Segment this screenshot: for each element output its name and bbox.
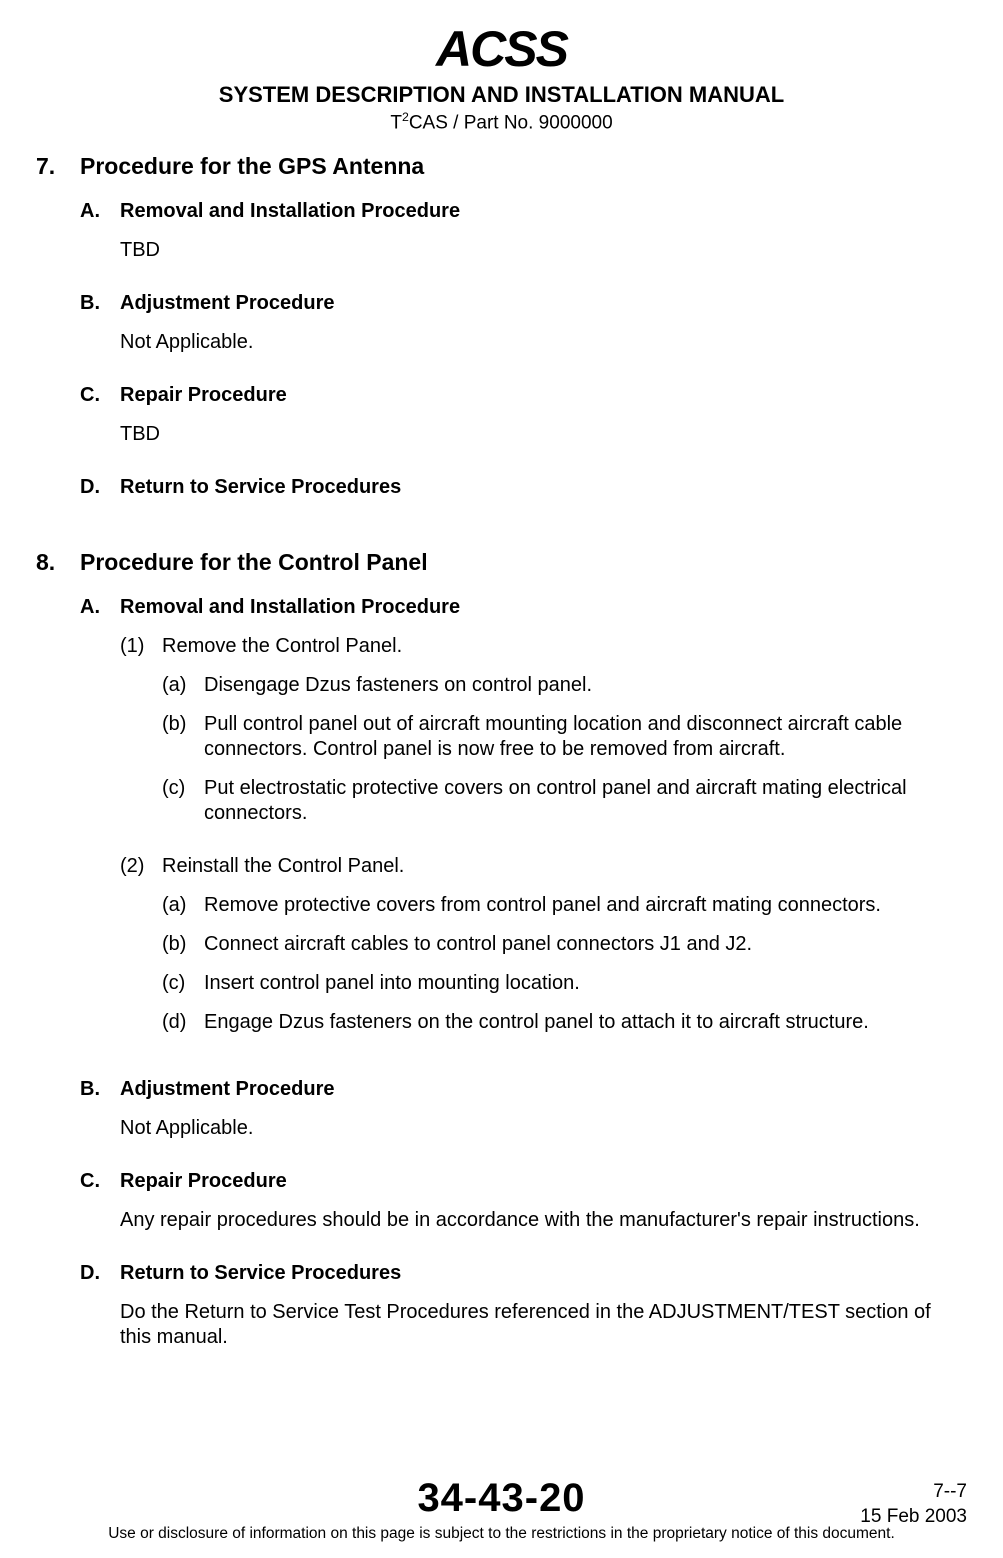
sub-text: Do the Return to Service Test Procedures…: [120, 1300, 967, 1350]
item-text: Put electrostatic protective covers on c…: [204, 776, 967, 826]
content: 7. Procedure for the GPS Antenna A. Remo…: [36, 152, 967, 1462]
item-text: Connect aircraft cables to control panel…: [204, 932, 967, 957]
item-text: Insert control panel into mounting locat…: [204, 971, 967, 996]
item-text: Disengage Dzus fasteners on control pane…: [204, 673, 967, 698]
sub-8b: B. Adjustment Procedure Not Applicable.: [80, 1077, 967, 1155]
sub-letter: B.: [80, 1077, 120, 1155]
step-8a1: (1) Remove the Control Panel. (a) Diseng…: [120, 634, 967, 840]
sub-letter: D.: [80, 1261, 120, 1364]
proprietary-notice: Use or disclosure of information on this…: [36, 1525, 967, 1543]
sub-title: Adjustment Procedure: [120, 1077, 967, 1102]
sub-8a: A. Removal and Installation Procedure (1…: [80, 595, 967, 1063]
sub-8c: C. Repair Procedure Any repair procedure…: [80, 1169, 967, 1247]
step-number: (1): [120, 634, 162, 840]
sub-title: Removal and Installation Procedure: [120, 595, 967, 620]
sub-text: TBD: [120, 422, 967, 447]
sub-body: Adjustment Procedure Not Applicable.: [120, 291, 967, 369]
sub-8d: D. Return to Service Procedures Do the R…: [80, 1261, 967, 1364]
sub-text: Not Applicable.: [120, 1116, 967, 1141]
sub-7b: B. Adjustment Procedure Not Applicable.: [80, 291, 967, 369]
section-7: 7. Procedure for the GPS Antenna A. Remo…: [36, 152, 967, 528]
page-date: 15 Feb 2003: [860, 1505, 967, 1530]
doc-number: 34-43-20: [417, 1476, 585, 1521]
sub-title: Repair Procedure: [120, 1169, 967, 1194]
sub-body: Removal and Installation Procedure TBD: [120, 199, 967, 277]
step-title: Remove the Control Panel.: [162, 634, 967, 659]
step-body: Remove the Control Panel. (a) Disengage …: [162, 634, 967, 840]
sub-text: TBD: [120, 238, 967, 263]
sub-body: Return to Service Procedures: [120, 475, 967, 514]
footer-right: 7--7 15 Feb 2003: [860, 1480, 967, 1529]
section-body: Procedure for the GPS Antenna A. Removal…: [80, 152, 967, 528]
section-number: 8.: [36, 548, 80, 1378]
item-8a2a: (a) Remove protective covers from contro…: [162, 893, 967, 918]
sub-letter: D.: [80, 475, 120, 514]
item-8a1c: (c) Put electrostatic protective covers …: [162, 776, 967, 826]
step-body: Reinstall the Control Panel. (a) Remove …: [162, 854, 967, 1049]
sub-title: Repair Procedure: [120, 383, 967, 408]
section-number: 7.: [36, 152, 80, 528]
page-number: 7--7: [860, 1480, 967, 1505]
item-8a1a: (a) Disengage Dzus fasteners on control …: [162, 673, 967, 698]
item-8a2c: (c) Insert control panel into mounting l…: [162, 971, 967, 996]
item-8a1b: (b) Pull control panel out of aircraft m…: [162, 712, 967, 762]
sub-body: Adjustment Procedure Not Applicable.: [120, 1077, 967, 1155]
item-letter: (b): [162, 712, 204, 762]
footer: 34-43-20 7--7 15 Feb 2003 Use or disclos…: [36, 1462, 967, 1558]
sub-title: Return to Service Procedures: [120, 475, 967, 500]
sub-text: Any repair procedures should be in accor…: [120, 1208, 967, 1233]
item-letter: (a): [162, 673, 204, 698]
item-text: Remove protective covers from control pa…: [204, 893, 967, 918]
manual-title: SYSTEM DESCRIPTION AND INSTALLATION MANU…: [36, 82, 967, 108]
item-8a2d: (d) Engage Dzus fasteners on the control…: [162, 1010, 967, 1035]
sub-letter: B.: [80, 291, 120, 369]
sub-title: Removal and Installation Procedure: [120, 199, 967, 224]
step-8a2: (2) Reinstall the Control Panel. (a) Rem…: [120, 854, 967, 1049]
acss-logo: ACSS: [436, 24, 567, 74]
sub-rest: CAS / Part No. 9000000: [409, 112, 613, 133]
sub-letter: A.: [80, 595, 120, 1063]
item-text: Pull control panel out of aircraft mount…: [204, 712, 967, 762]
section-title: Procedure for the Control Panel: [80, 548, 967, 577]
item-letter: (d): [162, 1010, 204, 1035]
step-number: (2): [120, 854, 162, 1049]
sub-body: Removal and Installation Procedure (1) R…: [120, 595, 967, 1063]
sub-body: Return to Service Procedures Do the Retu…: [120, 1261, 967, 1364]
sub-7c: C. Repair Procedure TBD: [80, 383, 967, 461]
item-letter: (b): [162, 932, 204, 957]
section-8: 8. Procedure for the Control Panel A. Re…: [36, 548, 967, 1378]
section-body: Procedure for the Control Panel A. Remov…: [80, 548, 967, 1378]
sub-letter: C.: [80, 1169, 120, 1247]
page: ACSS SYSTEM DESCRIPTION AND INSTALLATION…: [0, 0, 1003, 1558]
item-letter: (c): [162, 971, 204, 996]
sub-sup: 2: [402, 110, 409, 124]
sub-letter: C.: [80, 383, 120, 461]
item-8a2b: (b) Connect aircraft cables to control p…: [162, 932, 967, 957]
sub-title: Adjustment Procedure: [120, 291, 967, 316]
sub-text: Not Applicable.: [120, 330, 967, 355]
item-letter: (c): [162, 776, 204, 826]
sub-prefix: T: [390, 112, 402, 133]
sub-7a: A. Removal and Installation Procedure TB…: [80, 199, 967, 277]
sub-7d: D. Return to Service Procedures: [80, 475, 967, 514]
manual-subtitle: T2CAS / Part No. 9000000: [36, 110, 967, 134]
item-letter: (a): [162, 893, 204, 918]
sub-body: Repair Procedure Any repair procedures s…: [120, 1169, 967, 1247]
sub-title: Return to Service Procedures: [120, 1261, 967, 1286]
item-text: Engage Dzus fasteners on the control pan…: [204, 1010, 967, 1035]
sub-body: Repair Procedure TBD: [120, 383, 967, 461]
section-title: Procedure for the GPS Antenna: [80, 152, 967, 181]
step-title: Reinstall the Control Panel.: [162, 854, 967, 879]
logo-wrap: ACSS: [36, 24, 967, 74]
sub-letter: A.: [80, 199, 120, 277]
